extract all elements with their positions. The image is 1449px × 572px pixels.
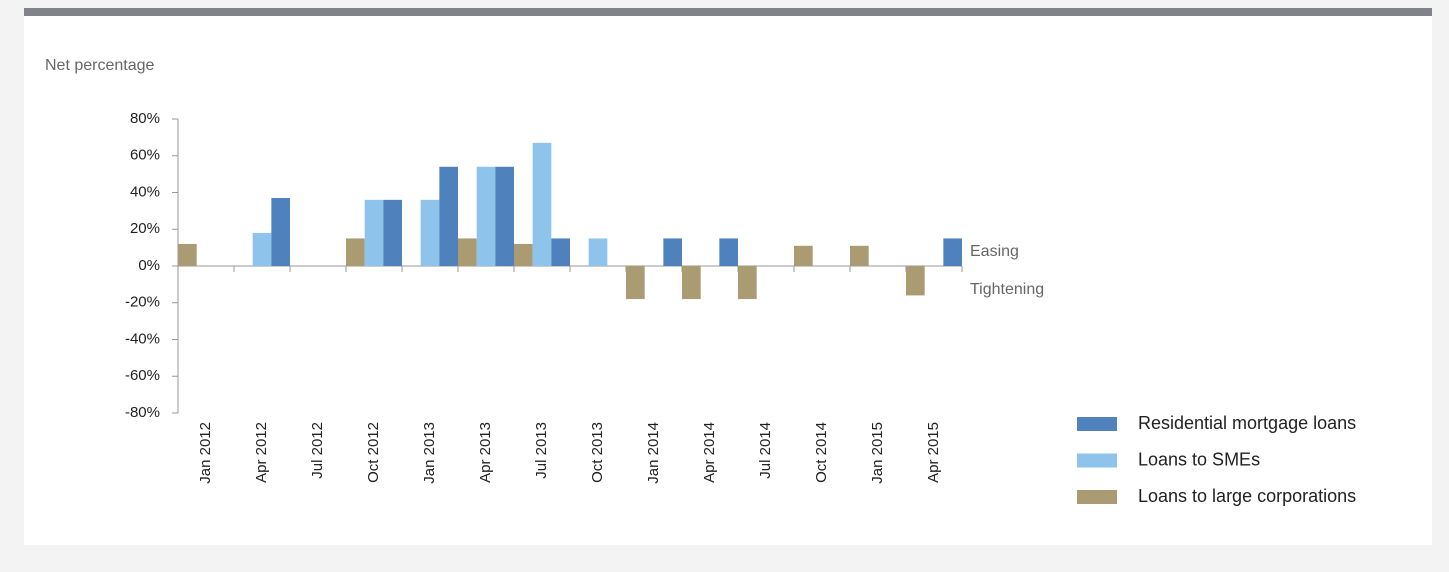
bar [794,245,813,266]
x-tick-label: Jul 2013 [533,422,550,479]
y-axis-label: Net percentage [45,57,155,74]
bar [271,198,290,266]
y-tick-label: 0% [138,257,160,274]
bar [458,238,477,266]
y-tick-label: 20% [130,220,160,237]
x-tick-label: Apr 2012 [253,422,270,483]
bar [252,232,272,266]
bar [719,238,738,266]
x-tick-label: Oct 2012 [365,422,382,483]
bar [364,199,384,266]
legend-swatch [1077,417,1117,431]
x-tick-label: Apr 2015 [925,422,942,483]
bar [943,238,962,266]
bar [420,199,440,266]
x-tick-label: Jul 2012 [309,422,326,479]
y-tick-label: 60% [130,147,160,164]
bar [738,266,757,300]
x-tick-label: Jul 2014 [757,422,774,479]
y-tick-label: -40% [125,330,160,347]
legend-swatch [1077,453,1117,468]
bar [850,245,869,266]
bar [439,166,458,266]
panel [24,8,1432,545]
top-bar [24,8,1432,16]
x-tick-label: Apr 2014 [701,422,718,483]
x-tick-label: Oct 2013 [589,422,606,483]
legend-label: Loans to SMEs [1138,449,1260,469]
y-tick-label: -20% [125,294,160,311]
x-tick-label: Apr 2013 [477,422,494,483]
y-tick-label: -80% [125,404,160,421]
x-tick-label: Jan 2015 [869,422,886,484]
legend-label: Residential mortgage loans [1138,413,1356,433]
legend-label: Loans to large corporations [1138,486,1356,506]
bar [532,142,552,266]
y-tick-label: -60% [125,367,160,384]
bar [682,266,701,300]
x-tick-label: Jan 2012 [197,422,214,484]
legend-swatch [1077,490,1117,504]
x-tick-label: Jan 2013 [421,422,438,484]
bar [476,166,496,266]
y-tick-label: 80% [130,110,160,127]
bar [514,243,533,266]
bar [383,199,402,266]
bar [495,166,514,266]
bar [906,266,925,296]
bar [588,238,608,266]
x-tick-label: Jan 2014 [645,422,662,484]
bar [178,243,197,266]
bar [626,266,645,300]
annotation: Easing [970,243,1019,260]
bar [663,238,682,266]
y-tick-label: 40% [130,183,160,200]
annotation: Tightening [970,281,1044,298]
x-tick-label: Oct 2014 [813,422,830,483]
bar [551,238,570,266]
bar [346,238,365,266]
